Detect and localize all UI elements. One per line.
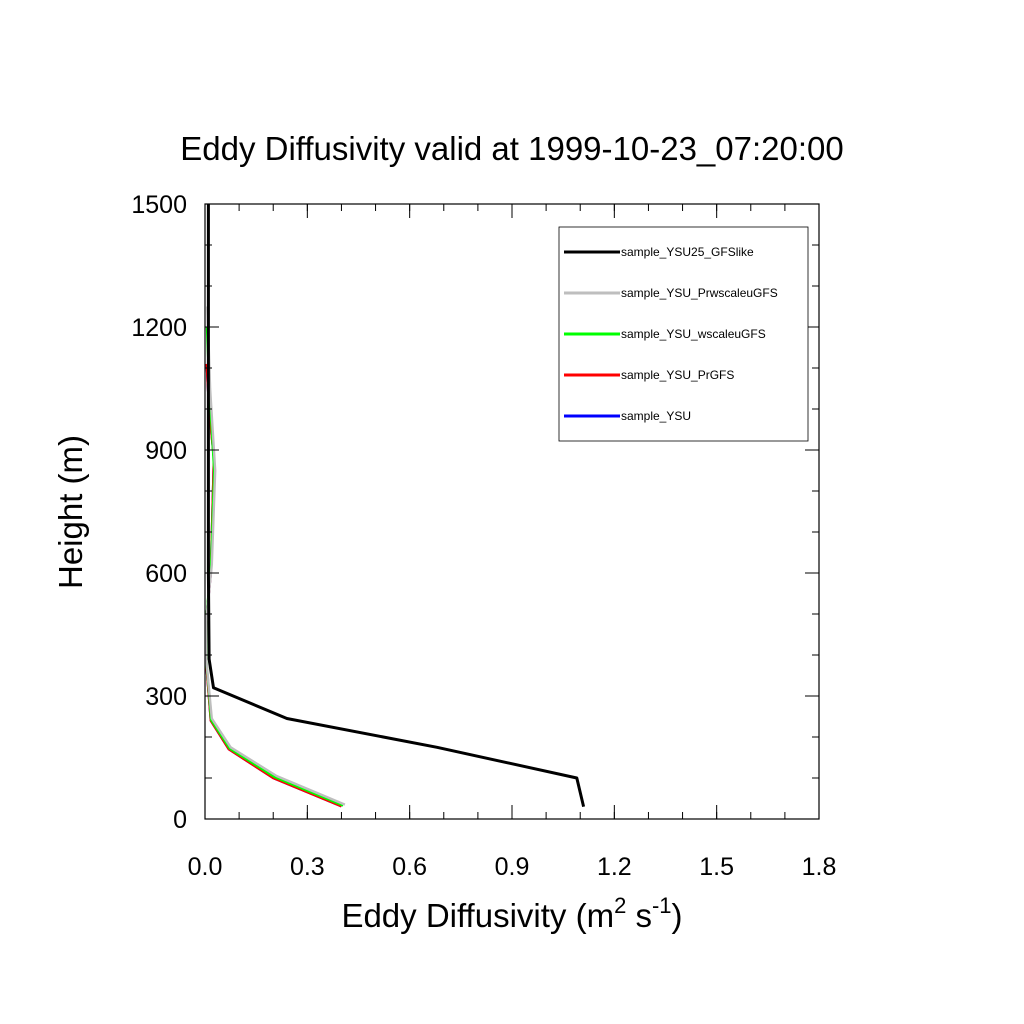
- legend: sample_YSU25_GFSlike sample_YSU_Prwscaleu…: [558, 226, 809, 442]
- legend-label: sample_YSU_PrGFS: [621, 368, 734, 382]
- x-tick-label: 0.6: [392, 853, 427, 881]
- y-tick-label: 1200: [131, 314, 187, 342]
- x-tick-label: 0.0: [188, 853, 223, 881]
- series-layer: [204, 204, 586, 808]
- x-axis-label-base: Eddy Diffusivity (m: [341, 897, 614, 934]
- x-axis-label-sup-2: -1: [652, 893, 672, 918]
- series-line-sample_YSU25_GFSlike: [206, 204, 586, 808]
- x-axis-label-mid: s: [626, 897, 652, 934]
- x-axis-label-sup-1: 2: [614, 893, 626, 918]
- legend-label: sample_YSU: [621, 409, 691, 423]
- x-tick-label: 0.3: [290, 853, 325, 881]
- plot-frame: [204, 203, 820, 820]
- y-tick-label: 900: [145, 437, 187, 465]
- x-tick-label: 1.8: [802, 853, 837, 881]
- y-tick-label: 300: [145, 683, 187, 711]
- y-tick-label: 0: [173, 806, 187, 834]
- x-tick-label: 0.9: [495, 853, 530, 881]
- legend-label: sample_YSU25_GFSlike: [621, 245, 754, 259]
- x-axis-label: Eddy Diffusivity (m2 s-1): [341, 893, 682, 934]
- x-tick-label: 1.2: [597, 853, 632, 881]
- y-axis-label: Height (m): [52, 435, 89, 589]
- series-line-sample_YSU_PrwscaleuGFS: [204, 306, 346, 806]
- x-axis-label-end: ): [672, 897, 683, 934]
- y-tick-label: 600: [145, 560, 187, 588]
- y-tick-labels: 0 300 600 900 1200 1500: [131, 191, 187, 834]
- chart-title: Eddy Diffusivity valid at 1999-10-23_07:…: [180, 130, 843, 167]
- y-tick-label: 1500: [131, 191, 187, 219]
- legend-label: sample_YSU_wscaleuGFS: [621, 327, 766, 341]
- x-tick-labels: 0.0 0.3 0.6 0.9 1.2 1.5 1.8: [188, 853, 837, 881]
- x-tick-label: 1.5: [699, 853, 734, 881]
- legend-label: sample_YSU_PrwscaleuGFS: [621, 286, 778, 300]
